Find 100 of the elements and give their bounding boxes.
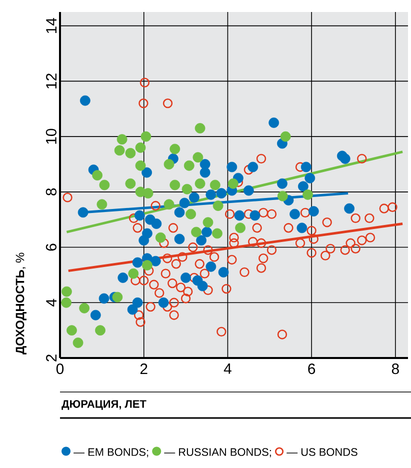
point	[132, 297, 143, 308]
point	[202, 217, 214, 228]
point	[228, 178, 238, 189]
point	[125, 178, 136, 189]
point	[298, 181, 308, 192]
point	[90, 310, 101, 320]
point	[135, 142, 146, 153]
point	[142, 167, 152, 178]
point	[151, 218, 162, 229]
x-tick-label: 4	[224, 364, 232, 374]
point	[138, 235, 150, 246]
point	[243, 185, 254, 196]
point	[184, 160, 194, 171]
point	[194, 178, 206, 189]
point	[300, 162, 312, 172]
point	[96, 199, 108, 210]
legend-label: — RUSSIAN BONDS;	[164, 448, 271, 458]
point	[304, 172, 316, 184]
point	[179, 198, 190, 208]
point	[202, 226, 212, 238]
y-tick-label: 10	[46, 128, 56, 144]
point	[308, 206, 319, 216]
point	[302, 189, 313, 200]
point	[296, 222, 308, 234]
point	[155, 232, 166, 243]
point	[114, 145, 125, 156]
y-tick-label: 8	[46, 188, 56, 196]
point	[118, 272, 128, 283]
point	[78, 207, 88, 218]
point	[218, 266, 229, 278]
point	[188, 192, 200, 203]
point	[134, 210, 145, 221]
point	[98, 293, 110, 304]
point	[234, 210, 245, 221]
point	[268, 118, 280, 128]
point	[150, 256, 161, 266]
x-axis-title: ДЮРАЦИЯ, ЛЕТ	[62, 400, 146, 410]
point	[212, 228, 222, 239]
point	[79, 302, 90, 314]
point	[210, 180, 220, 190]
point	[216, 188, 227, 198]
point	[135, 160, 146, 171]
point	[164, 159, 174, 170]
point	[191, 226, 202, 238]
point	[277, 178, 288, 189]
x-tick-label: 6	[308, 364, 316, 374]
point	[197, 280, 208, 292]
point	[174, 207, 185, 218]
y-tick-label: 12	[46, 74, 56, 88]
point	[290, 208, 300, 220]
point	[344, 203, 354, 214]
point	[212, 200, 224, 211]
point	[132, 257, 143, 268]
y-tick-label: 6	[46, 244, 56, 251]
point	[248, 162, 258, 172]
point	[116, 134, 128, 145]
point	[186, 208, 196, 220]
legend-label: — US BONDS	[286, 448, 358, 456]
point	[92, 170, 103, 181]
point	[125, 148, 136, 158]
y-tick-label: 2	[46, 354, 56, 362]
point	[128, 268, 139, 279]
y-axis-title: ДОХОДНОСТЬ, %	[16, 252, 26, 354]
x-tick-label: 0	[56, 364, 64, 374]
point	[112, 292, 123, 302]
point	[164, 199, 174, 210]
point	[170, 144, 180, 154]
point	[158, 297, 169, 308]
point	[277, 190, 288, 202]
point	[142, 188, 154, 198]
point	[250, 210, 260, 221]
y-tick-label: 4	[46, 298, 56, 306]
point	[226, 162, 238, 172]
point	[170, 180, 180, 190]
point	[192, 152, 204, 163]
point	[62, 286, 72, 297]
point	[142, 260, 152, 270]
point	[196, 235, 206, 246]
point	[206, 189, 216, 200]
point	[99, 180, 110, 190]
point	[95, 325, 106, 336]
x-tick-label: 2	[140, 364, 148, 374]
x-tick-label: 8	[392, 364, 399, 374]
point	[180, 272, 191, 283]
point	[194, 123, 206, 134]
legend-label: — EM BONDS;	[74, 448, 148, 458]
point	[235, 222, 246, 234]
y-tick-label: 14	[46, 18, 56, 34]
point	[140, 131, 152, 142]
point	[182, 184, 192, 194]
point	[206, 261, 216, 272]
point	[200, 167, 210, 178]
point	[66, 325, 77, 336]
point	[72, 338, 84, 348]
point	[127, 304, 138, 315]
point	[174, 234, 185, 244]
point	[61, 297, 72, 308]
point	[340, 154, 350, 164]
point	[280, 131, 291, 142]
point	[80, 95, 90, 106]
